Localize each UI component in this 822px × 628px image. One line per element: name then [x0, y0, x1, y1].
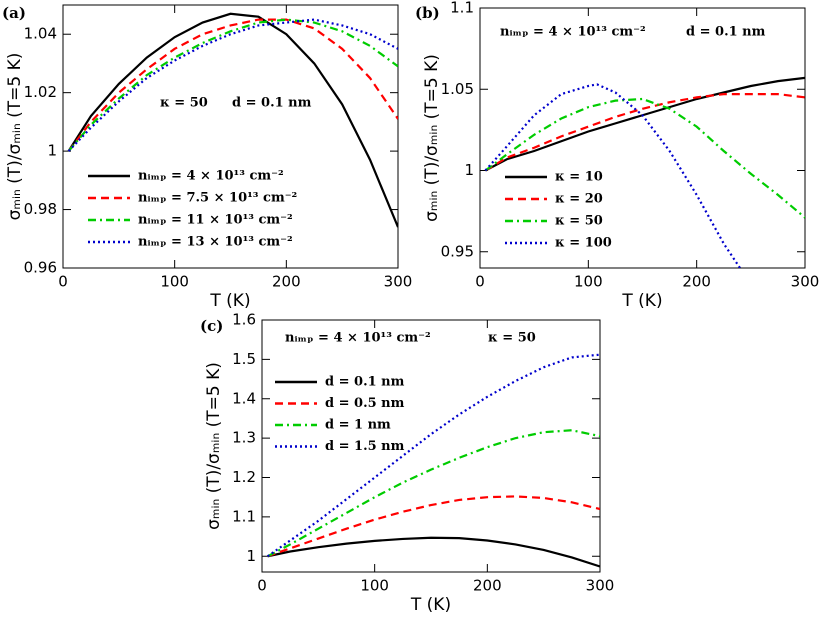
- x-tick-label: 200: [272, 273, 301, 291]
- y-axis-label: σₘᵢₙ (T)/σₘᵢₙ (T=5 K): [422, 54, 442, 222]
- series-line: [484, 76, 805, 172]
- y-tick-label: 1.5: [232, 350, 256, 368]
- y-tick-label: 1.6: [232, 311, 256, 329]
- panel-label: (a): [2, 4, 26, 22]
- series-line: [67, 18, 398, 152]
- annotation: nᵢₘₚ = 4 × 10¹³ cm⁻²: [285, 331, 431, 346]
- x-tick-label: 200: [473, 577, 502, 595]
- series-line: [67, 18, 398, 152]
- x-tick-label: 100: [574, 273, 603, 291]
- panel-label: (b): [415, 4, 440, 22]
- annotation: d = 0.1 nm: [686, 25, 766, 40]
- legend-label: κ = 50: [555, 214, 603, 229]
- plot-frame: [479, 7, 806, 269]
- legend-label: d = 1 nm: [325, 418, 391, 433]
- x-tick-label: 0: [475, 273, 485, 291]
- y-tick-label: 0.98: [24, 200, 57, 218]
- series-line: [484, 93, 805, 172]
- annotation: κ = 50: [488, 331, 536, 346]
- x-tick-label: 300: [586, 577, 615, 595]
- y-tick-label: 1.04: [24, 25, 57, 43]
- y-axis-label: σₘᵢₙ (T)/σₘᵢₙ (T=5 K): [204, 362, 224, 530]
- y-tick-label: 1.1: [232, 507, 256, 525]
- legend-label: d = 1.5 nm: [325, 439, 405, 454]
- x-tick-label: 300: [384, 273, 413, 291]
- y-tick-label: 0.95: [441, 242, 474, 260]
- x-tick-label: 0: [58, 273, 68, 291]
- series-line: [267, 536, 600, 568]
- legend-label: d = 0.5 nm: [325, 396, 405, 411]
- y-tick-label: 1: [464, 161, 474, 179]
- x-tick-label: 100: [160, 273, 189, 291]
- series-line: [266, 353, 600, 558]
- legend-label: κ = 10: [555, 170, 603, 185]
- y-tick-label: 1.1: [450, 0, 474, 17]
- legend-label: d = 0.1 nm: [325, 375, 405, 390]
- y-tick-label: 1: [246, 547, 256, 565]
- y-tick-label: 1.4: [232, 389, 256, 407]
- annotation: κ = 50: [160, 96, 208, 111]
- series-line: [484, 83, 741, 268]
- y-tick-label: 1.3: [232, 429, 256, 447]
- y-tick-label: 1: [47, 142, 57, 160]
- series-line: [67, 18, 398, 152]
- x-tick-label: 100: [360, 577, 389, 595]
- series-line: [267, 429, 600, 558]
- y-axis-label: σₘᵢₙ (T)/σₘᵢₙ (T=5 K): [5, 53, 25, 221]
- x-tick-label: 0: [257, 577, 267, 595]
- series-line: [267, 495, 600, 558]
- y-tick-label: 1.05: [441, 80, 474, 98]
- legend-label: κ = 100: [555, 236, 612, 251]
- y-tick-label: 1.2: [232, 468, 256, 486]
- y-tick-label: 0.96: [24, 259, 57, 277]
- legend-label: κ = 20: [555, 192, 603, 207]
- panel-label: (c): [200, 317, 223, 335]
- x-tick-label: 300: [791, 273, 820, 291]
- annotation: nᵢₘₚ = 4 × 10¹³ cm⁻²: [500, 25, 646, 40]
- x-axis-label: T (K): [621, 291, 662, 311]
- legend-label: nᵢₘₚ = 7.5 × 10¹³ cm⁻²: [138, 191, 297, 206]
- annotation: d = 0.1 nm: [232, 96, 312, 111]
- x-tick-label: 200: [682, 273, 711, 291]
- plot-frame: [261, 319, 601, 573]
- series-line: [67, 12, 398, 228]
- plot-frame: [62, 4, 399, 269]
- x-axis-label: T (K): [209, 291, 250, 311]
- y-tick-label: 1.02: [24, 83, 57, 101]
- x-axis-label: T (K): [410, 595, 451, 615]
- legend-label: nᵢₘₚ = 4 × 10¹³ cm⁻²: [138, 169, 284, 184]
- legend-label: nᵢₘₚ = 11 × 10¹³ cm⁻²: [138, 213, 293, 228]
- series-line: [484, 97, 805, 219]
- legend-label: nᵢₘₚ = 13 × 10¹³ cm⁻²: [138, 235, 293, 250]
